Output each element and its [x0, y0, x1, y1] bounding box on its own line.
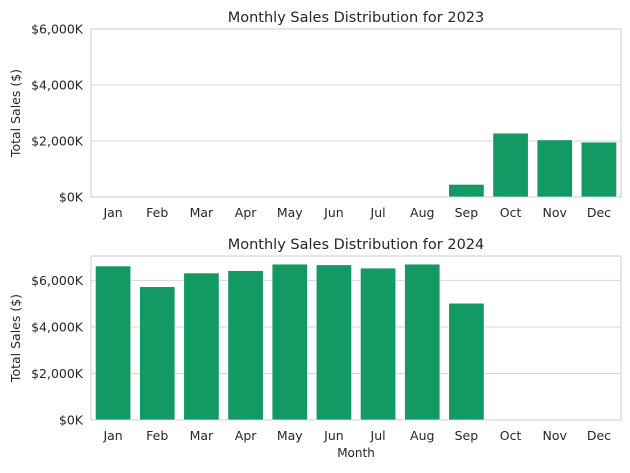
bar: [315, 264, 352, 421]
x-tick-label: Mar: [190, 428, 214, 443]
x-tick-label: Dec: [587, 205, 611, 220]
x-tick-label: Apr: [235, 428, 257, 443]
y-tick-label: $2,000K: [31, 366, 84, 381]
chart-title: Monthly Sales Distribution for 2024: [228, 237, 485, 253]
bar: [139, 286, 176, 421]
x-tick-label: Dec: [587, 428, 611, 443]
y-tick-label: $0K: [59, 413, 84, 428]
x-tick-label: Nov: [543, 205, 568, 220]
bars: [95, 263, 485, 421]
bar: [360, 267, 397, 421]
chart-title: Monthly Sales Distribution for 2023: [228, 10, 485, 26]
y-tick-label: $2,000K: [31, 134, 84, 149]
x-tick-label: Sep: [455, 428, 479, 443]
x-tick-label: Aug: [410, 428, 434, 443]
x-tick-labels: Jan Feb Mar Apr May Jun Jul Aug Sep Oct Nov Dec: [102, 205, 611, 220]
plot-frame: [90, 255, 622, 421]
x-tick-label: Jul: [370, 205, 386, 220]
x-tick-label: Jun: [323, 428, 344, 443]
x-tick-label: Feb: [146, 428, 168, 443]
x-tick-label: Jun: [323, 205, 344, 220]
bars: [448, 132, 617, 198]
y-tick-label: $6,000K: [31, 22, 84, 37]
x-tick-label: Nov: [543, 428, 568, 443]
x-axis-label: Month: [337, 446, 375, 460]
bar: [448, 184, 485, 198]
bar: [271, 263, 308, 421]
x-tick-label: Jan: [102, 428, 122, 443]
bar: [536, 139, 573, 198]
x-tick-labels: Jan Feb Mar Apr May Jun Jul Aug Sep Oct Nov Dec: [102, 428, 611, 443]
bar: [227, 270, 264, 421]
y-tick-label: $6,000K: [31, 273, 84, 288]
x-tick-label: Feb: [146, 205, 168, 220]
x-tick-label: Sep: [455, 205, 479, 220]
y-tick-labels: $0K $2,000K $4,000K $6,000K: [31, 273, 84, 428]
bar: [95, 265, 132, 421]
bar: [183, 272, 220, 421]
x-tick-label: Mar: [190, 205, 214, 220]
y-tick-label: $4,000K: [31, 78, 84, 93]
x-tick-label: May: [277, 428, 303, 443]
y-tick-label: $4,000K: [31, 319, 84, 334]
x-tick-label: May: [277, 205, 303, 220]
x-tick-label: Jan: [102, 205, 122, 220]
x-tick-label: Apr: [235, 205, 257, 220]
bar: [404, 263, 441, 421]
x-tick-label: Oct: [500, 428, 522, 443]
bar: [492, 132, 529, 198]
bar: [580, 141, 617, 198]
y-tick-labels: $0K $2,000K $4,000K $6,000K: [31, 22, 84, 205]
x-tick-label: Oct: [500, 205, 522, 220]
x-tick-label: Jul: [370, 428, 386, 443]
y-axis-label: Total Sales ($): [8, 69, 23, 158]
x-tick-label: Aug: [410, 205, 434, 220]
y-axis-label: Total Sales ($): [8, 294, 23, 383]
bar: [448, 302, 485, 421]
y-tick-label: $0K: [59, 190, 84, 205]
plot-frame: [90, 28, 622, 198]
